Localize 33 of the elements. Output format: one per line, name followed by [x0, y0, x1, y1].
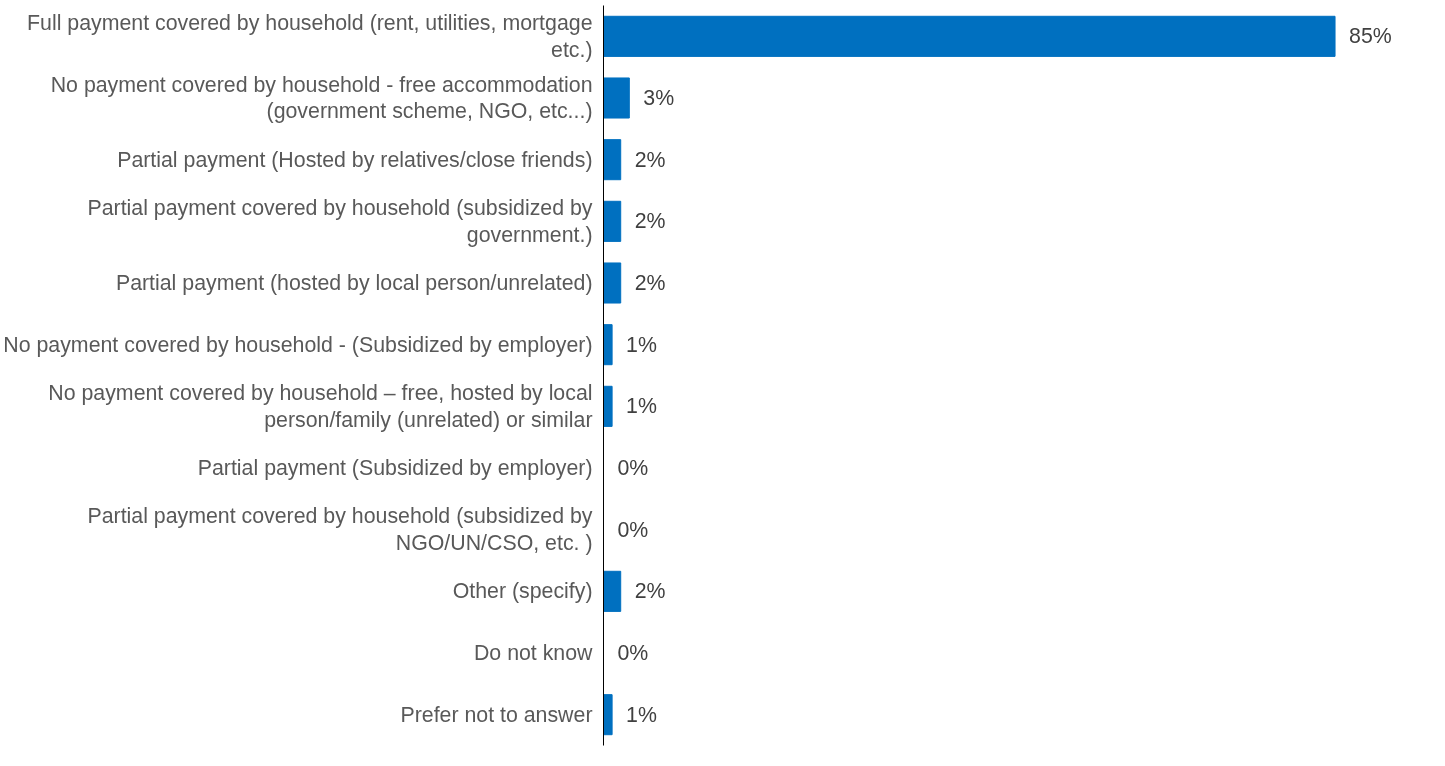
bar — [603, 15, 1336, 57]
bar — [603, 262, 622, 304]
data-label: 2% — [634, 271, 666, 295]
y-tick-label: Prefer not to answer — [400, 702, 593, 727]
data-label: 0% — [617, 517, 649, 542]
bar — [603, 570, 622, 612]
bar — [603, 385, 613, 427]
data-label: 1% — [626, 394, 657, 419]
bar — [603, 694, 613, 736]
data-label: 0% — [617, 456, 649, 480]
bar — [603, 77, 630, 119]
y-tick-label: Partial payment covered by household (subsidized by government.) — [87, 196, 593, 247]
y-tick-label: Do not know — [473, 641, 594, 665]
bar — [603, 139, 622, 181]
data-label: 1% — [626, 702, 657, 727]
y-tick-label: Partial payment (hosted by local person/unrelated) — [115, 271, 593, 295]
data-label: 3% — [643, 86, 675, 110]
y-tick-label: No payment covered by household - free accommodation (government scheme, NGO, etc...) — [50, 72, 593, 124]
y-tick-label: Partial payment (Subsidized by employer) — [197, 456, 593, 480]
y-tick-label: No payment covered by household – free, hosted by local person/family (unrelated) or similar — [48, 381, 593, 432]
data-label: 2% — [634, 579, 666, 604]
bar — [603, 200, 622, 242]
data-label: 2% — [634, 209, 666, 234]
data-label: 0% — [617, 641, 649, 665]
data-label: 1% — [626, 332, 657, 357]
y-tick-label: No payment covered by household - (Subsidized by employer) — [3, 332, 593, 357]
bar — [603, 324, 613, 366]
y-tick-label: Partial payment (Hosted by relatives/close friends) — [117, 147, 593, 172]
y-tick-label: Full payment covered by household (rent, utilities, mortgage etc.) — [27, 11, 593, 62]
y-tick-label: Partial payment covered by household (subsidized by NGO/UN/CSO, etc. ) — [87, 504, 593, 555]
y-tick-label: Other (specify) — [452, 579, 593, 604]
data-label: 85% — [1349, 24, 1392, 49]
data-label: 2% — [634, 147, 666, 172]
